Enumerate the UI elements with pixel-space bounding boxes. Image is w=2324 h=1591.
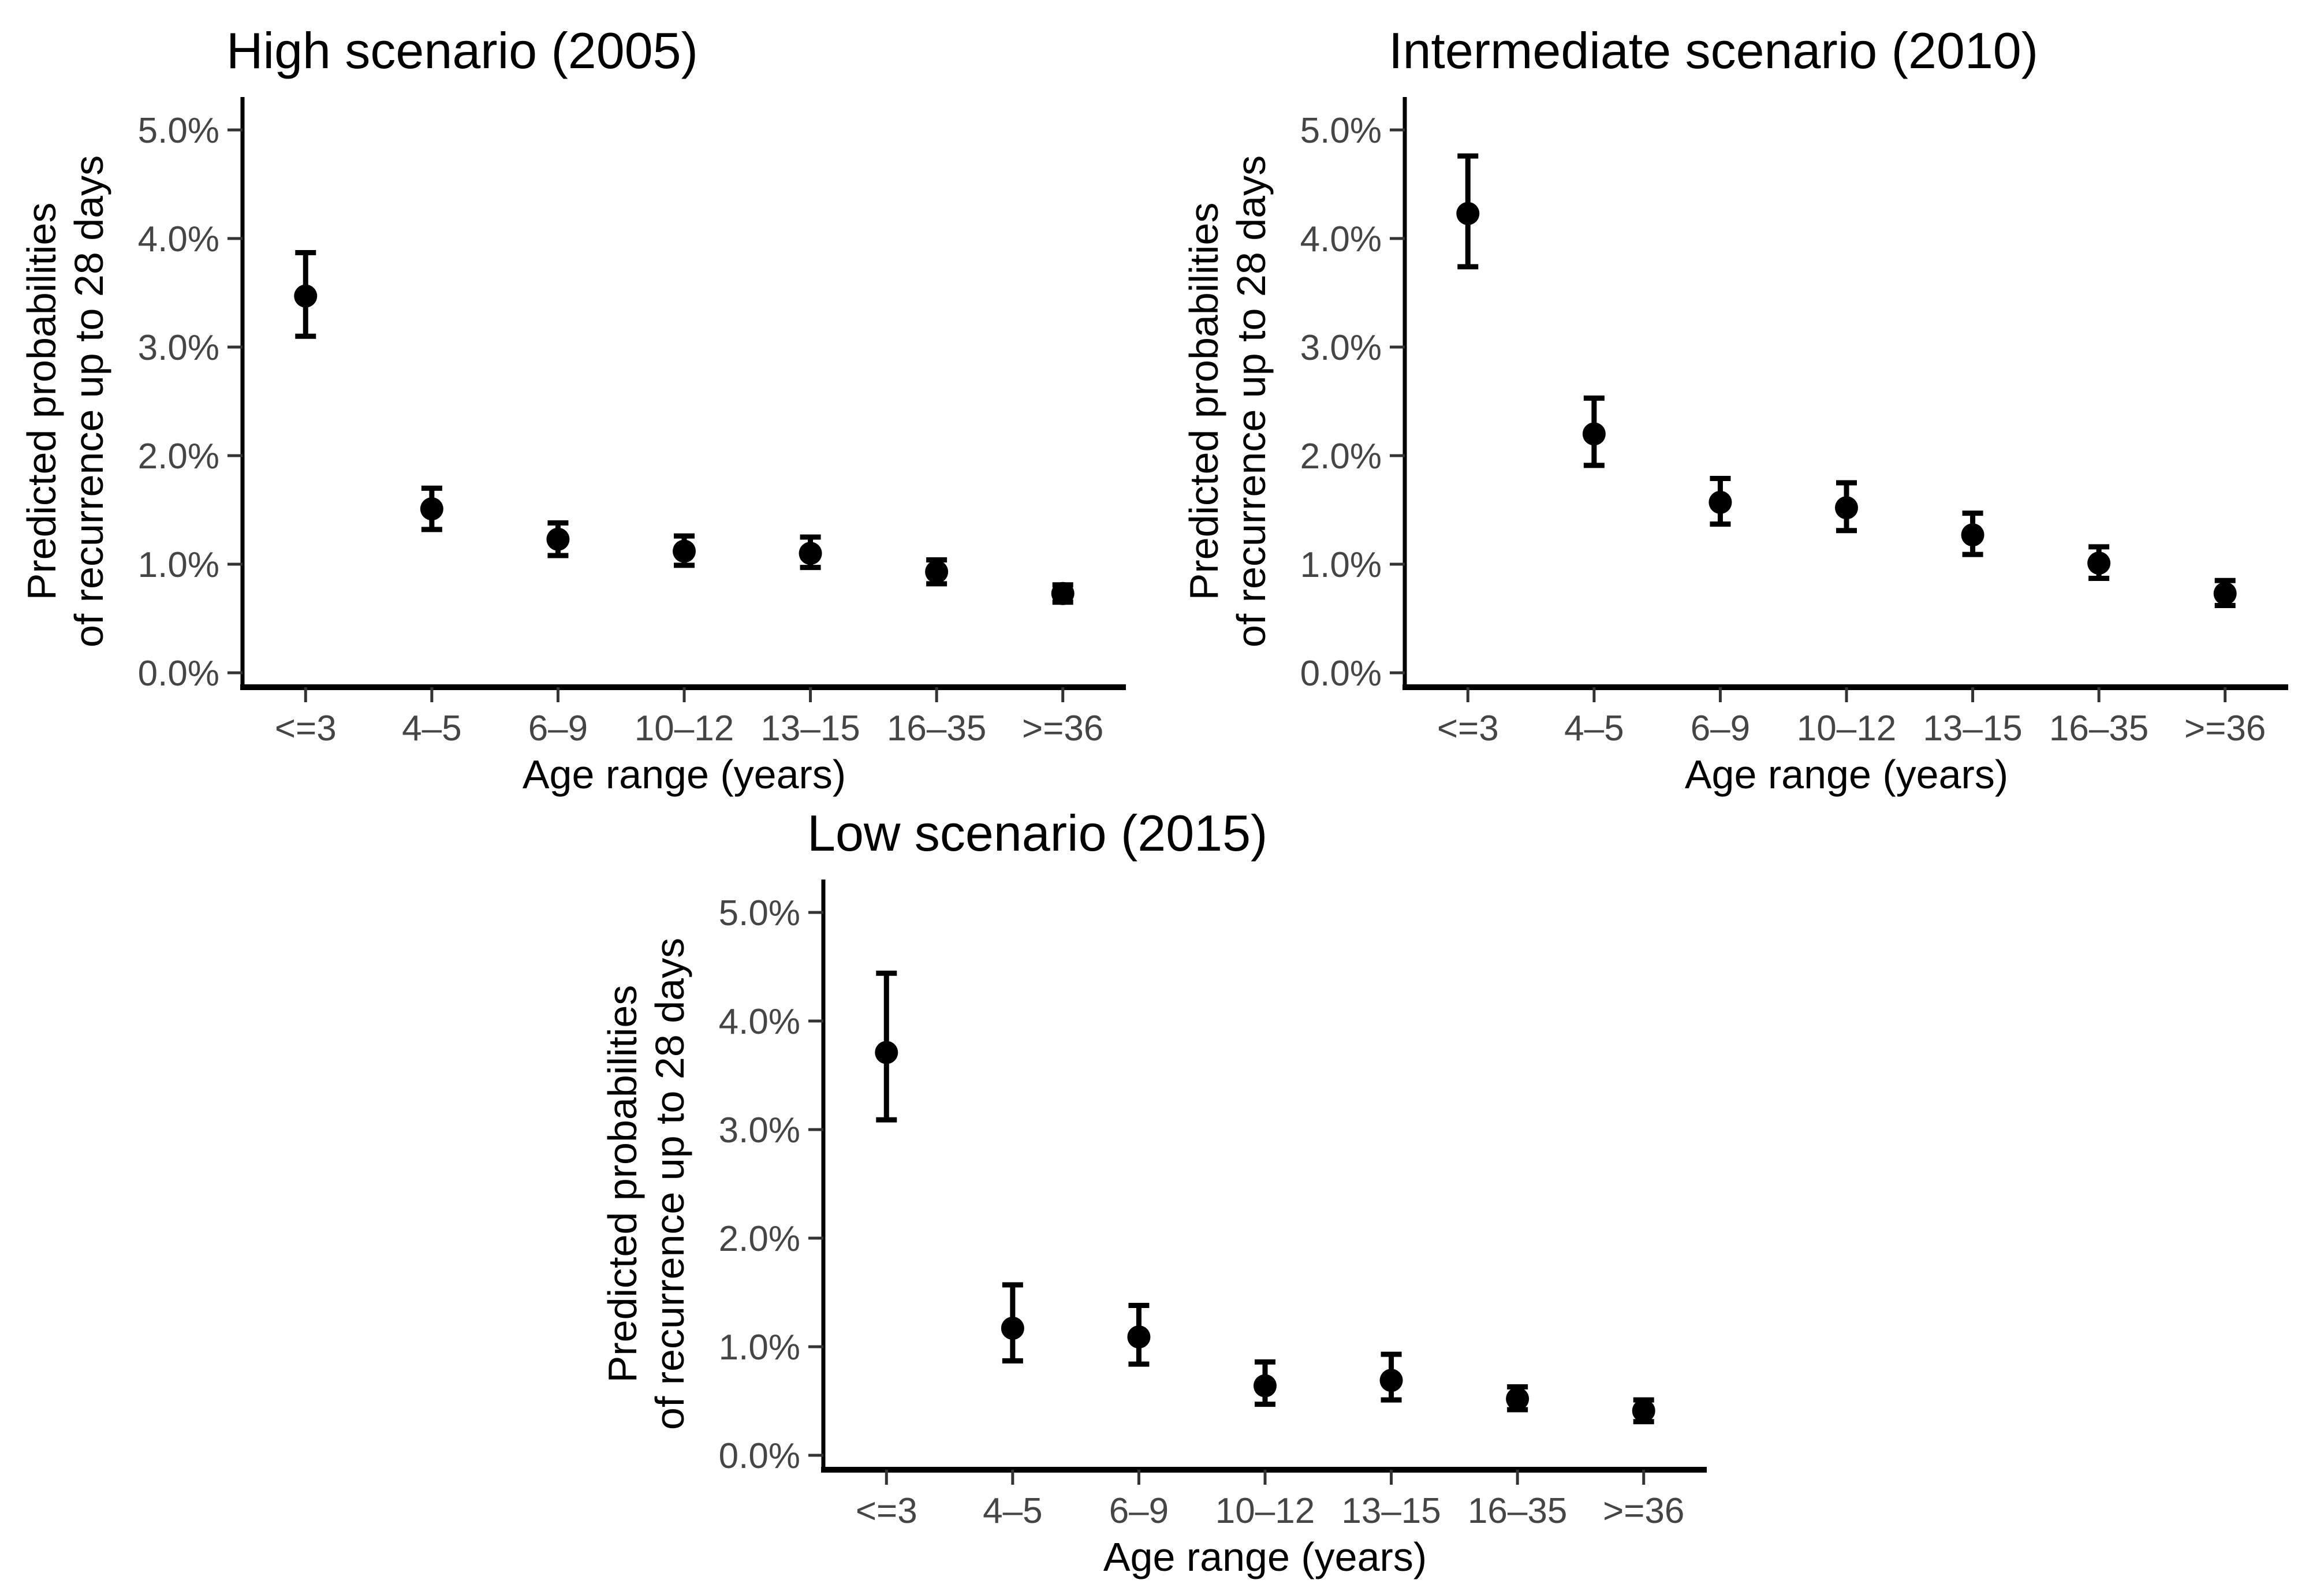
panel-high-scenario-2005: 0.0% 1.0% 2.0% 3.0% 4.0% 5.0% <=3 4–5 6–9 10–12 13… [0,0,1162,808]
x-tick-label: 16–35 [887,709,986,748]
x-tick-label: >=36 [1022,709,1103,748]
chart-low-scenario-2015: 0.0% 1.0% 2.0% 3.0% 4.0% 5.0% <=3 4–5 6–9 10–12 13… [600,804,1707,1579]
y-axis-label-line2: of recurrence up to 28 days [647,938,692,1430]
data-point-<=3 [294,284,318,308]
panel-intermediate-scenario-2010: 0.0% 1.0% 2.0% 3.0% 4.0% 5.0% <=3 4–5 6–9 10–12 13… [1162,0,2324,808]
x-tick-label: 13–15 [1341,1491,1441,1531]
x-tick-label: 4–5 [983,1491,1042,1531]
y-axis-label-line1: Predicted probabilities [600,985,645,1383]
x-tick-label: >=36 [2184,709,2266,748]
data-point-10–12 [1835,496,1858,520]
x-tick-label: 16–35 [2049,709,2148,748]
x-tick-label: 13–15 [760,709,860,748]
y-tick-label: 4.0% [138,219,219,259]
data-point-13–15 [1379,1369,1403,1392]
x-tick-label: 10–12 [635,709,734,748]
data-point-<=3 [875,1041,898,1064]
y-tick-label: 2.0% [719,1219,800,1259]
data-point-10–12 [673,539,696,563]
y-tick-label: 3.0% [719,1111,800,1150]
data-point-<=3 [1456,202,1480,225]
plot-area: 0.0% 1.0% 2.0% 3.0% 4.0% 5.0% <=3 4–5 6–9 10–12 13… [719,880,1707,1531]
x-axis-label: Age range (years) [1685,752,2008,797]
x-tick-label: 4–5 [1564,709,1624,748]
y-tick-label: 1.0% [719,1328,800,1368]
data-point-10–12 [1254,1374,1277,1398]
x-tick-label: <=3 [1437,709,1499,748]
data-point-16–35 [2087,552,2111,575]
data-point-6–9 [1127,1325,1151,1349]
y-axis-label-line2: of recurrence up to 28 days [66,155,111,647]
x-axis-label: Age range (years) [1103,1534,1427,1579]
plot-area: 0.0% 1.0% 2.0% 3.0% 4.0% 5.0% <=3 4–5 6–9 10–12 13… [1300,97,2288,748]
y-tick-label: 3.0% [138,328,219,368]
panel-title: Low scenario (2015) [807,804,1267,862]
x-tick-label: 6–9 [1691,709,1750,748]
x-tick-label: >=36 [1603,1491,1684,1531]
x-tick-label: 10–12 [1797,709,1896,748]
data-point->=36 [1632,1399,1655,1422]
panel-low-scenario-2015: 0.0% 1.0% 2.0% 3.0% 4.0% 5.0% <=3 4–5 6–9 10–12 13… [581,783,1743,1591]
data-point->=36 [1051,582,1075,605]
y-axis-label-line1: Predicted probabilities [19,203,64,601]
data-point-4–5 [1582,422,1606,446]
data-point-16–35 [925,560,949,584]
chart-high-scenario-2005: 0.0% 1.0% 2.0% 3.0% 4.0% 5.0% <=3 4–5 6–9 10–12 13… [19,22,1126,797]
panel-title: High scenario (2005) [226,22,698,79]
y-tick-label: 3.0% [1300,328,1382,368]
y-tick-label: 4.0% [1300,219,1382,259]
plot-area: 0.0% 1.0% 2.0% 3.0% 4.0% 5.0% <=3 4–5 6–9 10–12 13… [138,97,1126,748]
y-tick-label: 0.0% [138,654,219,694]
data-point-13–15 [1961,523,1984,547]
y-axis-label-line2: of recurrence up to 28 days [1229,155,1274,647]
x-tick-label: 6–9 [1109,1491,1169,1531]
panel-title: Intermediate scenario (2010) [1389,22,2038,79]
data-point-6–9 [1709,490,1732,514]
y-tick-label: 0.0% [719,1436,800,1476]
data-point-4–5 [1001,1317,1024,1340]
x-tick-label: 4–5 [402,709,461,748]
data-point-13–15 [799,542,822,565]
y-tick-label: 5.0% [719,893,800,933]
y-tick-label: 1.0% [138,545,219,585]
x-tick-label: 10–12 [1215,1491,1315,1531]
y-tick-label: 0.0% [1300,654,1382,694]
x-axis-label: Age range (years) [523,752,846,797]
x-tick-label: 6–9 [528,709,588,748]
y-tick-label: 5.0% [1300,111,1382,151]
y-tick-label: 4.0% [719,1002,800,1042]
y-tick-label: 2.0% [1300,437,1382,476]
data-point->=36 [2213,582,2237,605]
data-point-16–35 [1506,1387,1530,1411]
y-axis-label-line1: Predicted probabilities [1181,203,1226,601]
y-tick-label: 5.0% [138,111,219,151]
data-point-4–5 [420,497,443,521]
x-tick-label: <=3 [275,709,337,748]
chart-intermediate-scenario-2010: 0.0% 1.0% 2.0% 3.0% 4.0% 5.0% <=3 4–5 6–9 10–12 13… [1181,22,2288,797]
y-tick-label: 2.0% [138,437,219,476]
data-point-6–9 [546,527,570,551]
x-tick-label: <=3 [856,1491,917,1531]
x-tick-label: 16–35 [1468,1491,1567,1531]
x-tick-label: 13–15 [1923,709,2022,748]
y-tick-label: 1.0% [1300,545,1382,585]
